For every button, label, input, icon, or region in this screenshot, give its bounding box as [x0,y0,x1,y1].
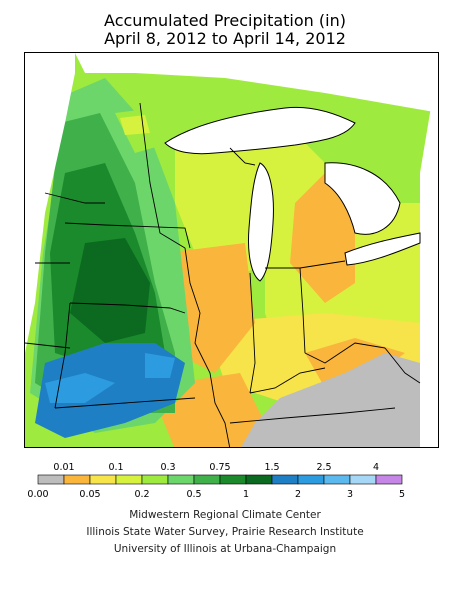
great-lakes [164,106,421,282]
legend-swatch [219,474,247,485]
border-ia-mo [69,302,186,314]
lake-superior [164,106,356,155]
legend-upper-label: 0.1 [108,462,123,473]
border-ky-tn [229,407,396,424]
border-ne-ks [25,342,71,349]
legend-upper-label: 2.5 [316,462,331,473]
state-boundaries [25,102,421,447]
field-light-blue-2 [145,353,175,378]
legend-upper-label: 4 [373,462,379,473]
legend-upper-label: 0.01 [53,462,74,473]
border-mo-ks [54,302,71,409]
legend-lower-label: 2 [295,489,301,500]
lake-michigan [248,162,274,282]
border-wi-mi [229,147,256,166]
legend-swatch [323,474,351,485]
legend-lower-label: 0.05 [79,489,100,500]
legend-swatch [37,474,65,485]
credit-mrcc: Midwestern Regional Climate Center [129,509,321,521]
credit-isws: Illinois State Water Survey, Prairie Res… [86,526,364,538]
legend-lower-label: 0.00 [27,489,48,500]
legend-upper-label: 0.75 [209,462,230,473]
legend-swatches [37,474,403,485]
outside-domain [25,53,438,447]
legend-lower-label: 3 [347,489,353,500]
legend-swatch [115,474,143,485]
legend-upper-labels: 0.01 0.1 0.3 0.75 1.5 2.5 4 [53,462,379,473]
field-light-blue [45,373,115,403]
legend-swatch [375,474,403,485]
legend-swatch [89,474,117,485]
legend-swatch [63,474,91,485]
lake-erie [344,232,421,266]
legend-swatch [167,474,195,485]
border-mississippi [184,247,231,447]
legend-lower-label: 0.2 [134,489,149,500]
map-title: Accumulated Precipitation (in) [104,11,346,30]
legend-lower-label: 5 [399,489,405,500]
border-oh-wv [304,342,386,364]
border-mi-oh [299,260,346,269]
legend-swatch [271,474,299,485]
field-dark-green [70,238,150,343]
credit-uiuc: University of Illinois at Urbana-Champai… [113,543,337,555]
border-in-oh [299,267,306,354]
border-ia-north [64,222,191,249]
map-date-range: April 8, 2012 to April 14, 2012 [104,29,346,48]
legend-swatch [141,474,169,485]
field-orange-michigan [290,173,355,303]
border-ohio-river [249,367,326,394]
legend-swatch [349,474,377,485]
legend-lower-label: 0.5 [186,489,201,500]
border-mn-wi [139,102,186,249]
border-mo-ar [54,397,196,409]
lake-huron [324,162,401,235]
precipitation-legend: 0.01 0.1 0.3 0.75 1.5 2.5 4 0.00 0.05 0.2 0.5 1 2 3 5 [27,462,405,500]
legend-swatch [245,474,273,485]
field-orange-ohio [305,338,405,388]
legend-swatch [193,474,221,485]
legend-lower-label: 1 [243,489,249,500]
precipitation-map [24,52,439,448]
field-yellow-spot [120,115,150,135]
border-il-in [249,272,256,394]
legend-upper-label: 1.5 [264,462,279,473]
field-gray-east [241,353,420,447]
legend-lower-labels: 0.00 0.05 0.2 0.5 1 2 3 5 [27,489,405,500]
precipitation-fields [25,53,438,447]
legend-swatch [297,474,325,485]
border-east [384,347,421,384]
legend-upper-label: 0.3 [160,462,175,473]
border-nd-sd [44,192,105,204]
